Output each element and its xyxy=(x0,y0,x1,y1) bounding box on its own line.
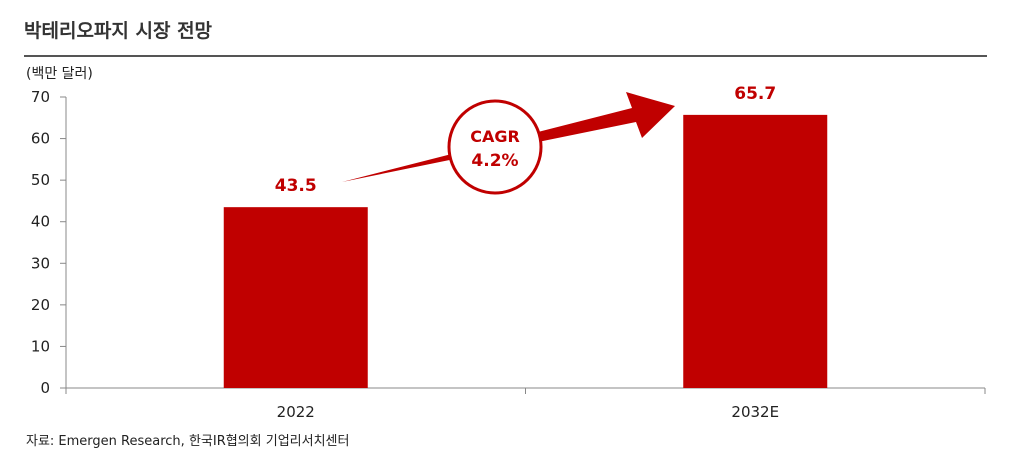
y-tick-label: 50 xyxy=(31,171,50,189)
y-axis: 0 10 20 30 40 50 60 70 xyxy=(31,88,67,397)
y-tick-label: 20 xyxy=(31,296,50,314)
data-label: 43.5 xyxy=(275,176,317,196)
data-label: 65.7 xyxy=(734,84,776,104)
bar-2032E xyxy=(683,114,828,388)
bar-2022 xyxy=(223,207,368,388)
cagr-label: CAGR xyxy=(470,127,520,146)
y-tick-label: 30 xyxy=(31,254,50,272)
y-tick-label: 60 xyxy=(31,130,50,148)
y-tick-label: 40 xyxy=(31,213,50,231)
bars xyxy=(223,114,828,388)
y-tick-label: 0 xyxy=(40,379,50,397)
data-labels: 43.5 65.7 xyxy=(275,84,776,196)
page-title: 박테리오파지 시장 전망 xyxy=(24,20,213,42)
x-tick-label: 2022 xyxy=(277,403,315,421)
unit-label: (백만 달러) xyxy=(26,66,93,82)
growth-arrow-icon xyxy=(342,92,675,182)
cagr-badge xyxy=(447,99,543,195)
x-axis: 2022 2032E xyxy=(65,387,986,421)
x-tick-label: 2032E xyxy=(731,403,779,421)
cagr-value: 4.2% xyxy=(471,151,518,171)
y-tick-label: 10 xyxy=(31,337,50,355)
source-note: 자료: Emergen Research, 한국IR협의회 기업리서치센터 xyxy=(26,434,350,449)
title-divider xyxy=(24,55,987,57)
cagr-annotation: CAGR 4.2% xyxy=(342,92,675,195)
y-tick-label: 70 xyxy=(31,88,50,106)
